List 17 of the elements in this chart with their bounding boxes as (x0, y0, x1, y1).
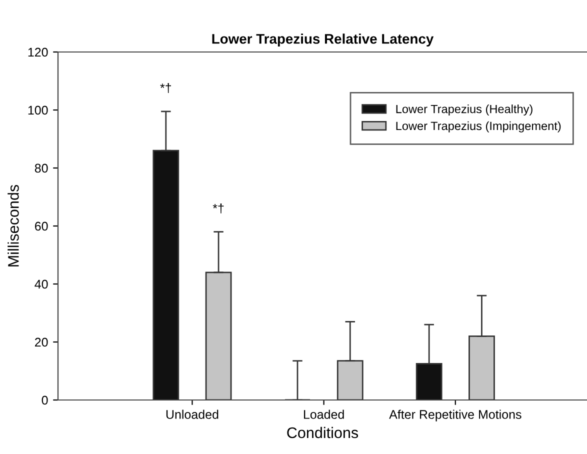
x-tick-label: Loaded (304, 410, 344, 419)
y-tick-label: 0 (42, 396, 48, 405)
y-tick-label: 100 (28, 106, 48, 115)
x-tick-label: Unloaded (166, 410, 218, 419)
y-tick-label: 20 (35, 338, 48, 347)
y-tick-label: 60 (35, 222, 48, 231)
annotation: *† (160, 83, 171, 94)
x-tick-label: After Repetitive Motions (389, 410, 522, 422)
y-tick-label: 120 (28, 48, 48, 57)
y-tick-label: 80 (34, 164, 48, 173)
legend-label: Lower Trapezius (Impingement) (396, 121, 561, 132)
y-axis-title: Milliseconds (8, 184, 19, 266)
chart-title: Lower Trapezius Relative Latency (212, 34, 434, 47)
y-tick-label: 40 (34, 280, 48, 289)
annotation: *† (212, 203, 224, 214)
x-axis-title: Conditions (287, 426, 358, 438)
legend-label: Lower Trapezius (Healthy) (396, 104, 532, 116)
